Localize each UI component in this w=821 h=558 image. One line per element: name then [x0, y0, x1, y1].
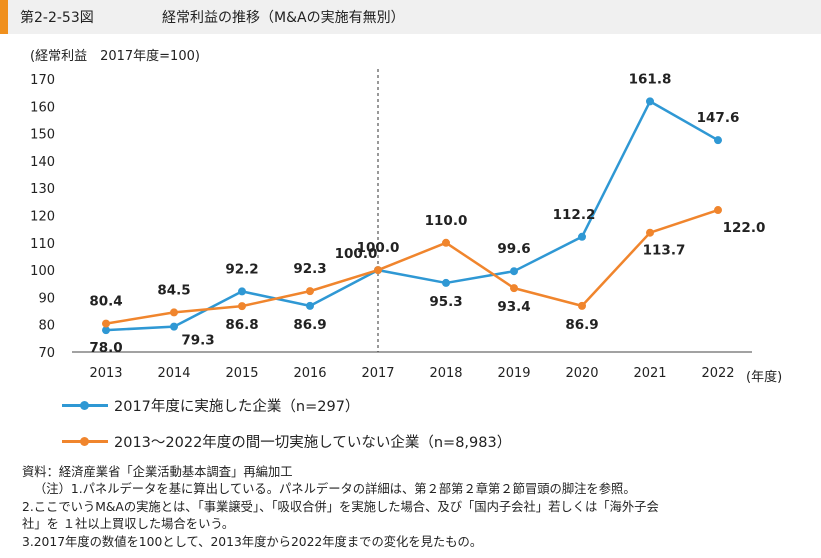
series-2-point [714, 206, 722, 215]
y-tick-label: 110 [30, 237, 55, 252]
note-1: （注）1.パネルデータを基に算出している。パネルデータの詳細は、第２部第２章第２… [34, 482, 636, 497]
x-tick-label: 2020 [565, 366, 598, 381]
series-1-point [714, 136, 722, 145]
y-tick-label: 100 [30, 264, 55, 279]
data-label-series-2: 84.5 [157, 282, 190, 298]
x-tick-label: 2019 [497, 366, 530, 381]
data-label-series-1: 86.9 [293, 317, 326, 333]
data-label-series-1: 99.6 [497, 241, 530, 257]
y-tick-label: 80 [38, 319, 55, 334]
note-3: 3.2017年度の数値を100として、2013年度から2022年度までの変化を見… [22, 534, 483, 549]
x-tick-label: 2015 [225, 366, 258, 381]
series-2-point [170, 308, 178, 317]
y-tick-label: 90 [38, 291, 55, 306]
data-label-series-1: 147.6 [697, 110, 740, 126]
x-tick-label: 2017 [361, 366, 394, 381]
x-tick-label: 2016 [293, 366, 326, 381]
y-tick-label: 130 [30, 182, 55, 197]
series-2-point [510, 284, 518, 293]
notes-block: 資料：経済産業省「企業活動基本調査」再編加工 （注）1.パネルデータを基に算出し… [22, 464, 659, 551]
data-label-2017: 100.0 [335, 246, 378, 262]
legend-swatch-orange [62, 437, 108, 446]
series-2-point [374, 266, 382, 275]
x-tick-label: 2021 [633, 366, 666, 381]
y-tick-label: 150 [30, 128, 55, 143]
data-label-series-1: 112.2 [553, 207, 596, 223]
data-label-series-1: 92.2 [225, 261, 258, 277]
series-1-point [646, 97, 654, 106]
data-label-series-2: 86.8 [225, 317, 258, 333]
legend-label-series-1: 2017年度に実施した企業（n=297） [114, 399, 360, 415]
header-accent-bar [0, 0, 8, 34]
data-label-series-2: 92.3 [293, 261, 326, 277]
legend-label-series-2: 2013～2022年度の間一切実施していない企業（n=8,983） [114, 435, 512, 451]
series-2-point [306, 287, 314, 296]
data-label-series-2: 113.7 [643, 243, 686, 259]
x-tick-label: 2013 [89, 366, 122, 381]
data-label-series-2: 86.9 [565, 317, 598, 333]
x-tick-label: 2018 [429, 366, 462, 381]
data-label-series-1: 161.8 [629, 71, 672, 87]
series-group [102, 97, 722, 335]
series-1-point [306, 301, 314, 310]
x-axis-ticks: 2013 2014 2015 2016 2017 2018 2019 2020 2021 2022 [89, 366, 734, 381]
series-1-point [102, 326, 110, 335]
series-2-point [238, 302, 246, 311]
data-label-series-2: 80.4 [89, 294, 122, 310]
figure-header: 第2-2-53図 経常利益の推移（M&Aの実施有無別） [0, 0, 821, 34]
y-tick-label: 170 [30, 73, 55, 88]
x-axis-label: (年度) [746, 369, 782, 385]
data-labels: 78.0 79.3 92.2 86.9 100.0 95.3 99.6 112.2 161.8 1… [89, 71, 765, 356]
legend-swatch-blue [62, 401, 108, 410]
series-2-point [102, 319, 110, 328]
y-tick-label: 70 [38, 346, 55, 361]
data-label-series-1: 78.0 [89, 340, 122, 356]
y-tick-label: 160 [30, 100, 55, 115]
series-1-point [238, 287, 246, 296]
x-tick-label: 2022 [701, 366, 734, 381]
series-1-point [578, 232, 586, 241]
data-label-series-1: 79.3 [181, 333, 214, 349]
series-line-2 [105, 208, 719, 325]
note-2b: 社」を １社以上買収した場合をいう。 [22, 517, 235, 532]
y-axis-ticks: 70 80 90 100 110 120 130 140 150 160 170 [30, 73, 55, 361]
note-2a: 2.ここでいうM&Aの実施とは、「事業譲受」、「吸収合併」を実施した場合、及び「… [22, 499, 659, 514]
y-tick-label: 140 [30, 155, 55, 170]
data-label-series-1: 100.0 [357, 240, 400, 256]
data-label-series-1: 95.3 [429, 294, 462, 310]
series-1-point [510, 267, 518, 276]
legend-item-series-1: 2017年度に実施した企業（n=297） [62, 395, 359, 416]
series-2-point [578, 301, 586, 310]
data-label-series-2: 110.0 [425, 213, 468, 229]
x-tick-label: 2014 [157, 366, 190, 381]
series-line-1 [105, 100, 719, 332]
series-1-point [442, 278, 450, 287]
series-2-point [442, 238, 450, 247]
series-1-point [170, 322, 178, 331]
source-note: 資料：経済産業省「企業活動基本調査」再編加工 [22, 465, 293, 479]
series-2-point [646, 228, 654, 237]
figure-number: 第2-2-53図 [20, 10, 94, 26]
data-label-series-2: 93.4 [497, 299, 530, 315]
legend-item-series-2: 2013～2022年度の間一切実施していない企業（n=8,983） [62, 431, 511, 452]
figure-title: 経常利益の推移（M&Aの実施有無別） [162, 10, 405, 26]
line-chart: (経常利益 2017年度=100) 70 80 90 100 110 120 130 140 1… [30, 48, 782, 385]
data-label-series-2: 122.0 [723, 220, 766, 236]
y-axis-label: (経常利益 2017年度=100) [30, 48, 200, 64]
y-tick-label: 120 [30, 210, 55, 225]
